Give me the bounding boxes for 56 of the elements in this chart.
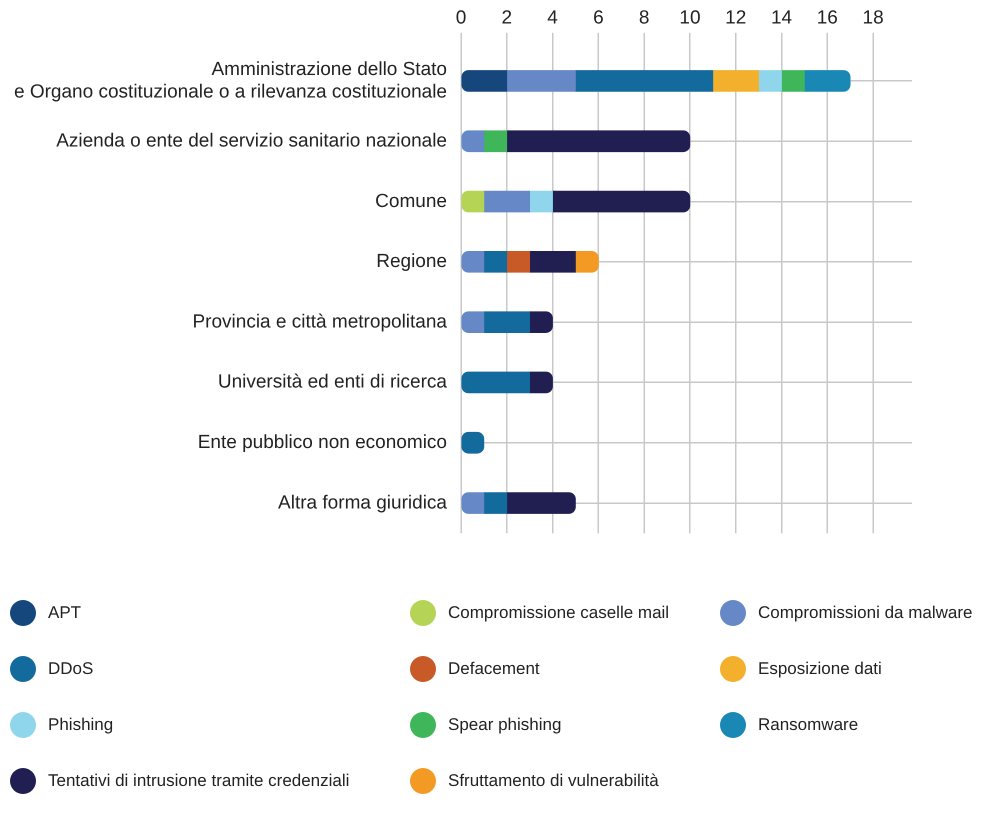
bar	[461, 190, 484, 212]
legend-label: DDoS	[48, 659, 94, 679]
y-tick-label: Comune	[375, 190, 447, 212]
x-tick-label: 2	[502, 8, 512, 29]
bar	[484, 492, 508, 514]
legend-label: Defacement	[448, 659, 540, 679]
bar	[781, 70, 805, 92]
y-tick-label: Azienda o ente del servizio sanitario nazionale	[56, 130, 447, 152]
y-tick-label: Regione	[376, 251, 447, 272]
x-tick-label: 6	[593, 8, 604, 29]
bar	[575, 70, 714, 92]
bar	[461, 311, 484, 333]
bar	[461, 372, 530, 394]
bar	[552, 190, 690, 212]
x-tick-label: 12	[725, 8, 746, 29]
bar	[575, 251, 599, 273]
y-tick-label: Altra forma giuridica	[278, 492, 448, 514]
bar	[461, 130, 484, 152]
legend-label: Ransomware	[758, 715, 858, 735]
bar	[529, 372, 553, 394]
bar	[529, 251, 576, 273]
legend-label: Phishing	[48, 715, 114, 735]
x-tick-label: 10	[679, 8, 701, 29]
bar	[484, 251, 508, 273]
bar	[529, 190, 553, 212]
bar	[529, 311, 553, 333]
legend-label: Tentativi di intrusione tramite credenziali	[48, 771, 350, 791]
x-tick-label: 16	[816, 8, 838, 29]
bar	[506, 130, 690, 152]
bar	[461, 251, 484, 273]
y-tick-label: Provincia e città metropolitana	[192, 311, 448, 332]
legend-label: Compromissione caselle mail	[448, 603, 670, 623]
bar	[484, 311, 530, 333]
legend-label: Compromissioni da malware	[758, 603, 972, 623]
x-tick-label: 14	[770, 8, 793, 29]
bar	[484, 130, 508, 152]
y-tick-label: Amministrazione dello Stato e Organo costituzionale o a rilevanza costituzionale	[14, 58, 447, 103]
bar	[484, 190, 530, 212]
bar	[506, 70, 576, 92]
x-tick-label: 18	[862, 8, 884, 29]
y-tick-label: Università ed enti di ricerca	[218, 372, 448, 393]
y-tick-label: Ente pubblico non economico	[198, 432, 447, 453]
bar	[506, 492, 576, 514]
legend-label: Spear phishing	[448, 715, 562, 735]
x-tick-label: 8	[638, 8, 650, 29]
legend-label: APT	[48, 603, 82, 623]
bar	[712, 70, 759, 92]
x-tick-label: 0	[456, 8, 466, 29]
bar	[758, 70, 782, 92]
bar	[506, 251, 530, 273]
bar	[461, 70, 508, 92]
x-tick-label: 4	[547, 8, 558, 29]
legend-label: Sfruttamento di vulnerabilità	[448, 771, 659, 791]
bar	[804, 70, 851, 92]
bar	[461, 492, 484, 514]
legend-label: Esposizione dati	[758, 659, 882, 679]
